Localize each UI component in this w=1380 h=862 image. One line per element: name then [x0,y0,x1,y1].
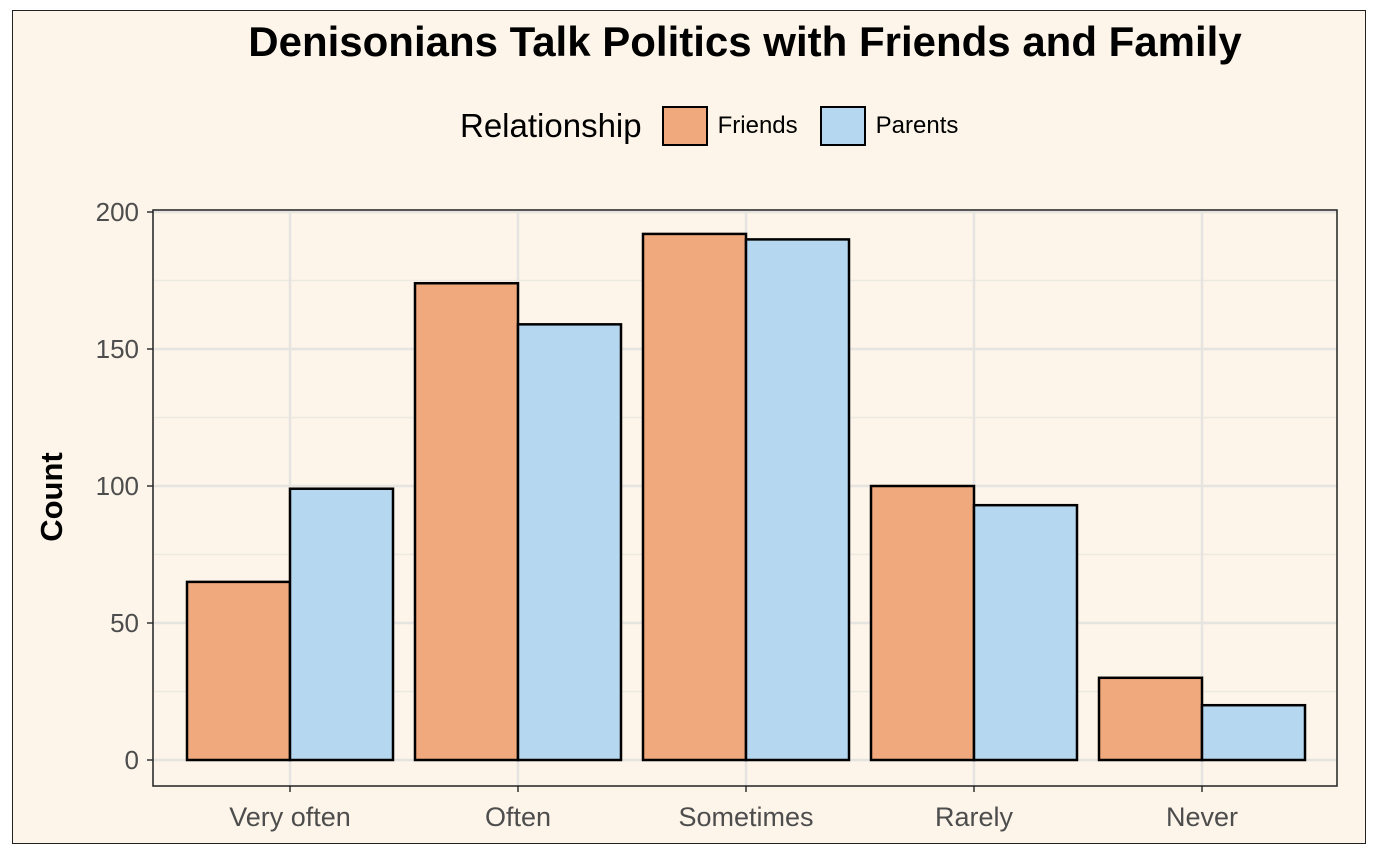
y-tick-label: 50 [110,608,139,638]
bar-parents [744,238,851,762]
y-tick-label: 100 [96,471,139,501]
bar-parents [1200,703,1307,762]
bar-friends [1097,676,1204,762]
legend-key-friends [661,106,708,146]
bar-friends [413,281,520,762]
plot-panel-border [152,209,1338,787]
bar-friends [869,484,976,762]
bar-parents [288,487,395,762]
x-tick-label: Often [485,802,551,832]
x-tick-label: Never [1166,802,1238,832]
bar-friends [185,580,292,762]
legend-label-friends: Friends [717,112,798,139]
y-tick-label: 150 [96,334,139,364]
legend-label-parents: Parents [875,112,959,139]
bar-parents [972,503,1079,762]
y-tick-label: 200 [96,197,139,227]
chart-title: Denisonians Talk Politics with Friends a… [248,18,1242,65]
legend: Relationship Friends Parents [460,106,970,146]
y-tick-label: 0 [125,745,139,775]
bar-parents [516,323,623,762]
x-tick-label: Sometimes [678,802,813,832]
legend-key-parents [819,106,866,146]
y-axis-label: Count [34,452,69,542]
bar-friends [641,232,748,762]
legend-title: Relationship [460,107,642,144]
x-tick-label: Very often [229,802,351,832]
x-tick-label: Rarely [935,802,1014,832]
